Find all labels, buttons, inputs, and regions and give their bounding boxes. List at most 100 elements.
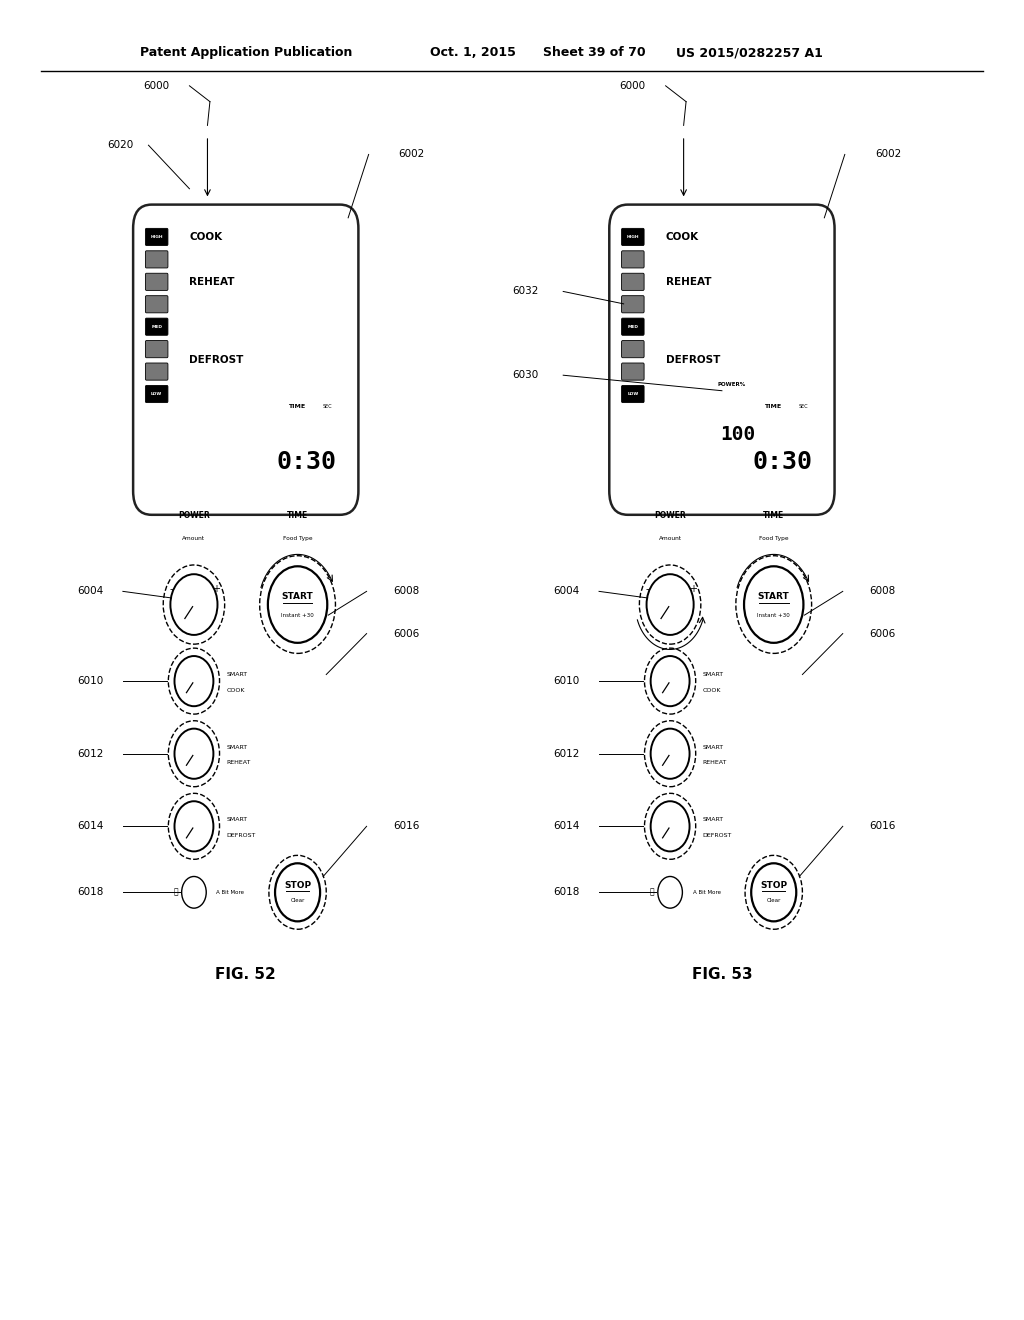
Text: 6000: 6000 (620, 81, 646, 91)
Text: 6004: 6004 (77, 586, 103, 597)
Text: Food Type: Food Type (759, 536, 788, 541)
Text: SMART: SMART (702, 817, 724, 822)
FancyBboxPatch shape (145, 363, 168, 380)
Text: +: + (212, 583, 220, 594)
Text: REHEAT: REHEAT (189, 277, 234, 286)
FancyBboxPatch shape (133, 205, 358, 515)
FancyBboxPatch shape (622, 228, 644, 246)
Text: 6012: 6012 (77, 748, 103, 759)
Text: TIME: TIME (288, 404, 305, 409)
FancyBboxPatch shape (622, 363, 644, 380)
Text: 6010: 6010 (77, 676, 103, 686)
Text: LOW: LOW (628, 392, 638, 396)
Text: COOK: COOK (702, 688, 721, 693)
FancyBboxPatch shape (622, 385, 644, 403)
Text: DEFROST: DEFROST (226, 833, 256, 838)
Text: COOK: COOK (226, 688, 245, 693)
Text: TIME: TIME (287, 511, 308, 520)
Text: 0:30: 0:30 (276, 450, 337, 474)
FancyBboxPatch shape (145, 385, 168, 403)
Circle shape (657, 876, 682, 908)
Text: TIME: TIME (763, 511, 784, 520)
Text: COOK: COOK (189, 232, 222, 242)
Text: FIG. 53: FIG. 53 (691, 966, 753, 982)
FancyBboxPatch shape (145, 251, 168, 268)
Text: ⚿: ⚿ (649, 888, 654, 896)
FancyBboxPatch shape (622, 251, 644, 268)
Text: TIME: TIME (764, 404, 781, 409)
Text: HIGH: HIGH (151, 235, 163, 239)
Text: -: - (170, 583, 173, 594)
Text: 6032: 6032 (512, 286, 539, 297)
Text: A Bit More: A Bit More (692, 890, 721, 895)
Text: 6002: 6002 (398, 149, 425, 160)
Text: 6006: 6006 (869, 628, 896, 639)
Text: 6014: 6014 (553, 821, 580, 832)
Text: 6016: 6016 (869, 821, 896, 832)
Text: Amount: Amount (182, 536, 206, 541)
Text: +: + (688, 583, 696, 594)
Circle shape (650, 801, 689, 851)
Text: SMART: SMART (702, 672, 724, 677)
Circle shape (744, 566, 804, 643)
FancyBboxPatch shape (145, 341, 168, 358)
Text: REHEAT: REHEAT (702, 760, 727, 766)
Text: 6012: 6012 (553, 748, 580, 759)
Text: US 2015/0282257 A1: US 2015/0282257 A1 (676, 46, 822, 59)
Text: LOW: LOW (152, 392, 162, 396)
Text: 6030: 6030 (512, 370, 539, 380)
Text: Clear: Clear (291, 898, 305, 903)
Text: SEC: SEC (799, 404, 808, 409)
Text: Clear: Clear (767, 898, 781, 903)
Text: 6000: 6000 (143, 81, 170, 91)
Text: DEFROST: DEFROST (189, 355, 244, 366)
Text: 6002: 6002 (874, 149, 901, 160)
Text: 100: 100 (721, 425, 756, 444)
Circle shape (752, 863, 797, 921)
Text: REHEAT: REHEAT (226, 760, 251, 766)
Text: DEFROST: DEFROST (702, 833, 732, 838)
Text: SEC: SEC (323, 404, 332, 409)
FancyBboxPatch shape (622, 341, 644, 358)
Text: FIG. 52: FIG. 52 (215, 966, 276, 982)
Text: MED: MED (152, 325, 162, 329)
FancyBboxPatch shape (609, 205, 835, 515)
Text: A Bit More: A Bit More (216, 890, 245, 895)
Text: SMART: SMART (226, 672, 248, 677)
Text: COOK: COOK (666, 232, 698, 242)
Circle shape (174, 656, 213, 706)
Circle shape (650, 729, 689, 779)
FancyBboxPatch shape (622, 318, 644, 335)
Text: START: START (282, 591, 313, 601)
FancyBboxPatch shape (145, 318, 168, 335)
Text: Instant +30: Instant +30 (282, 612, 314, 618)
Text: ⚿: ⚿ (173, 888, 178, 896)
Text: Patent Application Publication: Patent Application Publication (140, 46, 352, 59)
Text: START: START (758, 591, 790, 601)
Text: Oct. 1, 2015: Oct. 1, 2015 (430, 46, 516, 59)
Circle shape (181, 876, 206, 908)
Text: 6016: 6016 (393, 821, 420, 832)
Text: 6018: 6018 (553, 887, 580, 898)
Text: DEFROST: DEFROST (666, 355, 720, 366)
Circle shape (174, 729, 213, 779)
Text: SMART: SMART (226, 817, 248, 822)
Text: 6006: 6006 (393, 628, 420, 639)
Text: 6004: 6004 (553, 586, 580, 597)
Text: 6008: 6008 (393, 586, 420, 597)
Circle shape (650, 656, 689, 706)
Text: POWER%: POWER% (718, 381, 745, 387)
FancyBboxPatch shape (622, 296, 644, 313)
Text: 6010: 6010 (553, 676, 580, 686)
FancyBboxPatch shape (145, 228, 168, 246)
Text: 6018: 6018 (77, 887, 103, 898)
Text: POWER: POWER (654, 511, 686, 520)
Text: Food Type: Food Type (283, 536, 312, 541)
Text: Instant +30: Instant +30 (758, 612, 791, 618)
Text: STOP: STOP (284, 882, 311, 891)
Text: MED: MED (628, 325, 638, 329)
Text: 6020: 6020 (108, 140, 134, 150)
Text: SMART: SMART (226, 744, 248, 750)
Text: Amount: Amount (658, 536, 682, 541)
Text: STOP: STOP (760, 882, 787, 891)
